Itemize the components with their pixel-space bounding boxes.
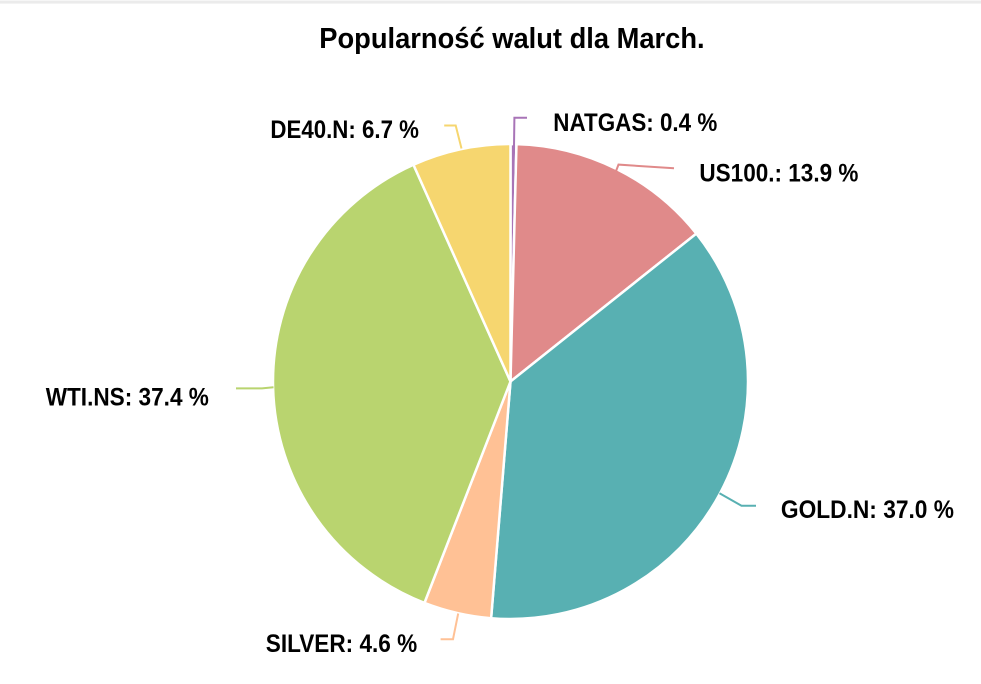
- svg-text:NATGAS: 0.4 %: NATGAS: 0.4 %: [553, 109, 717, 137]
- svg-text:DE40.N: 6.7 %: DE40.N: 6.7 %: [270, 116, 419, 144]
- svg-text:SILVER: 4.6 %: SILVER: 4.6 %: [266, 630, 417, 658]
- svg-text:GOLD.N: 37.0 %: GOLD.N: 37.0 %: [781, 496, 954, 524]
- svg-text:US100.: 13.9 %: US100.: 13.9 %: [699, 159, 858, 187]
- svg-text:Popularność walut dla March.: Popularność walut dla March.: [319, 23, 704, 55]
- svg-text:WTI.NS: 37.4 %: WTI.NS: 37.4 %: [46, 384, 209, 412]
